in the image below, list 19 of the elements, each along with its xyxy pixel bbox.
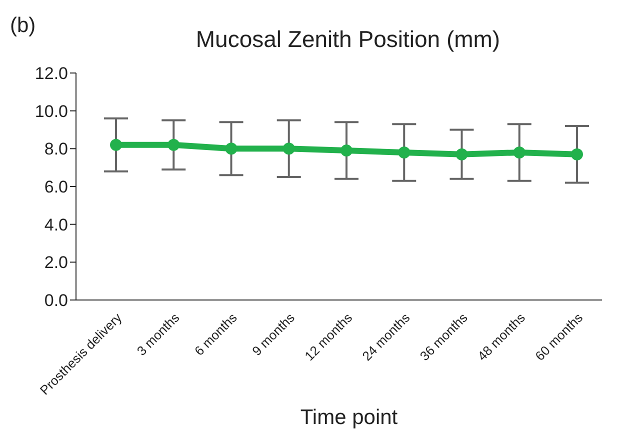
point: [110, 138, 122, 151]
point: [398, 146, 410, 158]
y-tick-label: 12.0: [34, 64, 68, 84]
point: [513, 146, 526, 158]
x-axis-title: Time point: [299, 406, 399, 430]
y-tick-label: 6.0: [44, 178, 68, 197]
point: [225, 142, 238, 155]
chart-title: Mucosal Zenith Position (mm): [194, 26, 502, 53]
point: [571, 148, 583, 160]
y-tick-label: 2.0: [44, 253, 68, 272]
point: [340, 144, 352, 157]
y-tick-label: 0.0: [44, 291, 68, 310]
point: [282, 142, 295, 155]
y-tick-label: 10.0: [34, 102, 68, 121]
point: [168, 138, 180, 151]
y-tick-label: 8.0: [44, 140, 68, 159]
point: [456, 148, 468, 160]
text: (b): [10, 14, 36, 38]
y-tick-label: 4.0: [44, 215, 68, 234]
